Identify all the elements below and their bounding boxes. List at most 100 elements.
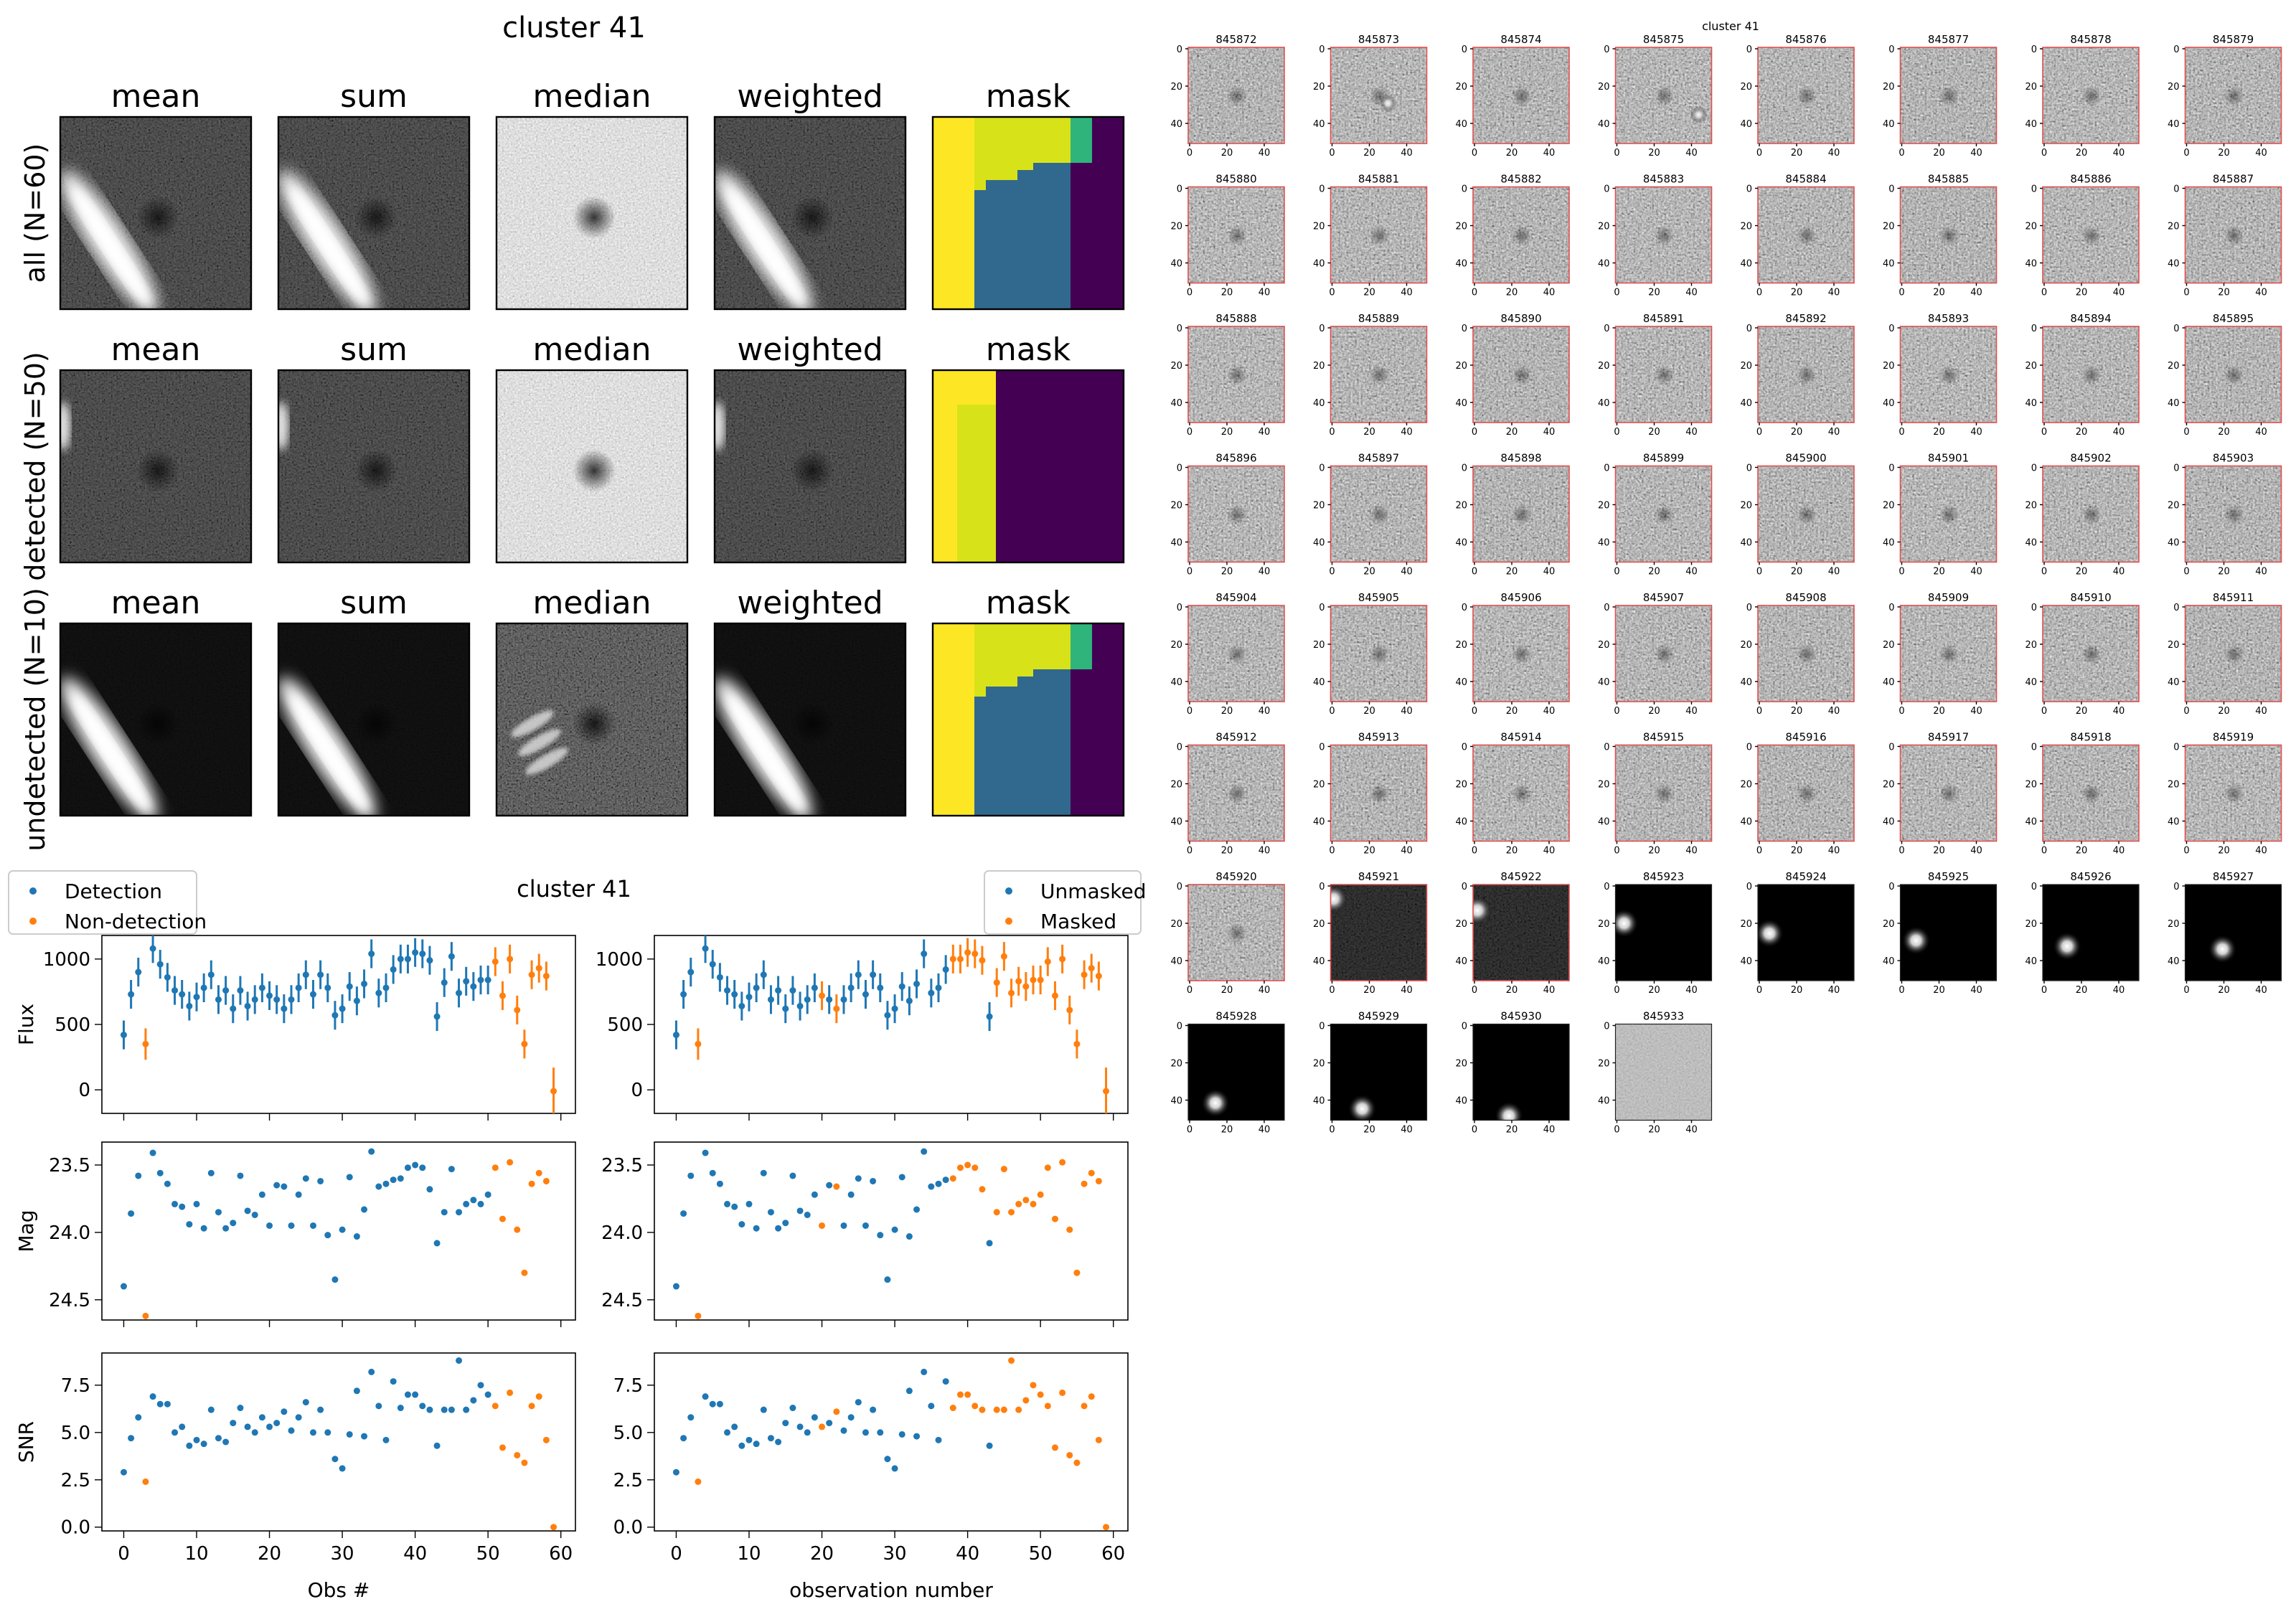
y-tick-label: 0 — [1604, 184, 1609, 195]
x-tick-label: 0 — [2041, 148, 2047, 159]
flux-point — [448, 953, 455, 960]
y-tick-label: 40 — [1170, 538, 1182, 549]
mag-point — [905, 1233, 913, 1240]
mag-point — [840, 1222, 847, 1229]
cutout-845887: 845887 0 20 40 0 20 40 — [2168, 173, 2282, 298]
y-tick-label: 1000 — [596, 949, 643, 971]
snr-point — [1000, 1406, 1007, 1413]
x-tick-label: 20 — [1363, 706, 1375, 717]
y-tick-label: 40 — [2025, 398, 2037, 409]
flux-point — [731, 991, 738, 998]
cutout-845905: 845905 0 20 40 0 20 40 — [1313, 591, 1428, 717]
y-tick-label: 20 — [1598, 919, 1610, 930]
y-tick-label: 40 — [1598, 956, 1610, 967]
x-tick-label: 50 — [476, 1543, 500, 1565]
legend-marker — [29, 887, 37, 895]
flux-point — [753, 984, 760, 991]
dark-spot — [2081, 644, 2102, 664]
flux-point — [514, 1006, 521, 1014]
x-tick-label: 20 — [1933, 288, 1945, 298]
y-tick-label: 0 — [1888, 463, 1894, 474]
snr-point — [826, 1420, 833, 1427]
dark-spot — [1512, 783, 1532, 804]
dark-spot — [1227, 644, 1247, 664]
y-tick-label: 0 — [2031, 324, 2037, 334]
mag-point — [928, 1183, 935, 1190]
y-tick-label: 40 — [2168, 538, 2180, 549]
snr-point — [731, 1423, 738, 1430]
column-title-mask: mask — [986, 78, 1071, 115]
y-tick-label: 40 — [1170, 956, 1182, 967]
flux-point — [382, 984, 390, 991]
dark-spot — [2224, 644, 2244, 664]
dark-spot — [1939, 365, 1959, 385]
y-axis-label: Flux — [14, 1004, 38, 1045]
y-tick-label: 0 — [2173, 742, 2179, 753]
x-tick-label: 40 — [1258, 985, 1271, 996]
x-tick-label: 20 — [2218, 427, 2230, 438]
mag-point — [230, 1220, 237, 1227]
cutout-frame — [2184, 465, 2282, 563]
x-axis-label: Obs # — [308, 1578, 370, 1602]
mag-point — [382, 1180, 390, 1187]
dark-spot — [1797, 365, 1817, 385]
cutouts-title: cluster 41 — [1702, 19, 1759, 33]
cutout-845903: 845903 0 20 40 0 20 40 — [2168, 452, 2282, 578]
x-tick-label: 20 — [1933, 985, 1945, 996]
snr-point — [550, 1524, 557, 1531]
cutout-845909: 845909 0 20 40 0 20 40 — [1883, 591, 1998, 717]
snr-point — [905, 1387, 913, 1395]
column-title-mask: mask — [986, 585, 1071, 621]
y-tick-label: 40 — [2025, 817, 2037, 828]
x-tick-label: 20 — [1791, 288, 1803, 298]
dark-spot — [136, 196, 179, 239]
flux-point — [724, 987, 731, 994]
column-title-mean: mean — [111, 585, 201, 621]
cutout-id: 845929 — [1358, 1010, 1399, 1023]
x-tick-label: 40 — [1401, 427, 1413, 438]
y-tick-label: 0 — [1604, 1022, 1609, 1032]
mag-point — [317, 1177, 324, 1184]
cutout-frame — [1614, 47, 1713, 144]
snr-point — [782, 1420, 789, 1427]
x-tick-label: 20 — [810, 1543, 834, 1565]
snr-point — [1066, 1451, 1073, 1458]
flux-point — [164, 974, 171, 981]
x-tick-label: 0 — [2041, 288, 2047, 298]
x-tick-label: 0 — [1329, 846, 1335, 857]
flux-point — [1073, 1040, 1081, 1047]
dark-spot — [1654, 504, 1675, 525]
mag-point — [397, 1175, 404, 1182]
mag-point — [1022, 1197, 1030, 1204]
mag-point — [913, 1206, 921, 1213]
x-tick-label: 20 — [1506, 1125, 1518, 1136]
source-spot — [1347, 1094, 1377, 1121]
mag-point — [738, 1221, 745, 1228]
x-tick-label: 40 — [1685, 288, 1698, 298]
x-tick-label: 20 — [1791, 985, 1803, 996]
cutout-id: 845897 — [1358, 452, 1399, 465]
flux-point — [281, 1005, 288, 1012]
x-tick-label: 20 — [1791, 427, 1803, 438]
mag-point — [695, 1312, 702, 1319]
cutout-frame — [2184, 605, 2282, 702]
cutout-845910: 845910 0 20 40 0 20 40 — [2025, 591, 2140, 717]
x-tick-label: 30 — [331, 1543, 354, 1565]
y-tick-label: 20 — [1455, 1059, 1467, 1070]
flux-point — [1088, 965, 1095, 972]
y-tick-label: 20 — [1170, 640, 1182, 651]
column-title-sum: sum — [340, 331, 408, 368]
x-tick-label: 0 — [1614, 846, 1619, 857]
flux-point — [375, 989, 382, 996]
dark-spot — [1512, 86, 1532, 106]
mag-point — [884, 1276, 891, 1283]
y-tick-label: 20 — [1883, 501, 1895, 512]
y-tick-label: 0 — [1462, 603, 1467, 613]
cutout-id: 845912 — [1215, 731, 1256, 744]
cutout-id: 845913 — [1358, 731, 1399, 744]
x-tick-label: 20 — [2076, 985, 2088, 996]
y-tick-label: 0 — [2031, 742, 2037, 753]
x-tick-label: 40 — [956, 1543, 979, 1565]
flux-point — [1008, 989, 1015, 996]
stack-image-frame — [931, 116, 1125, 311]
